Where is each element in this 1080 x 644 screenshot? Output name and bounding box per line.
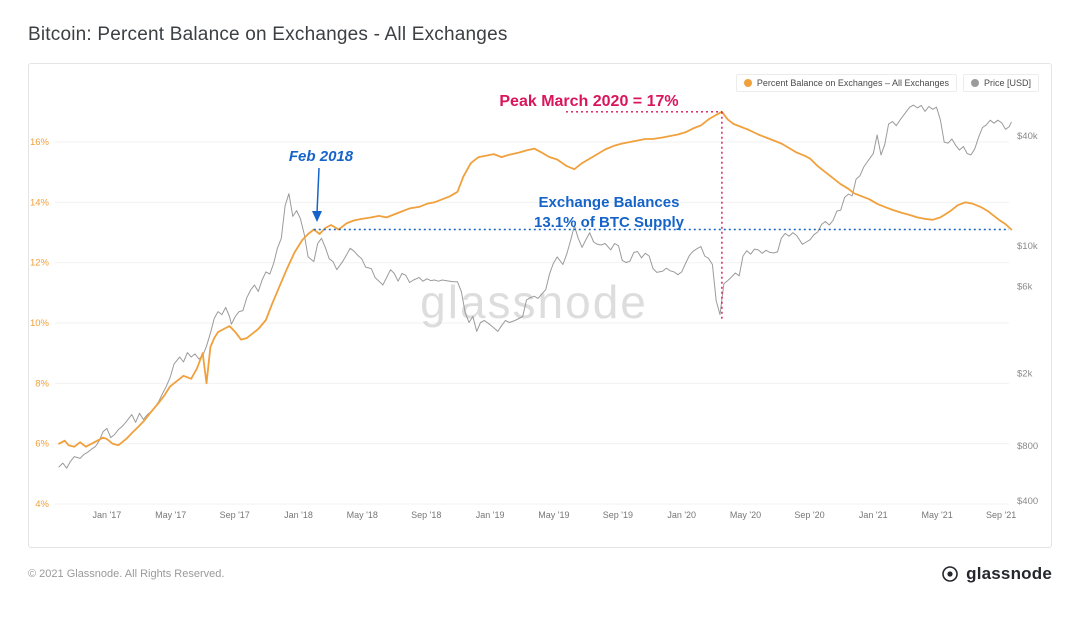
x-tick-label: Jan '18 <box>284 510 313 520</box>
y-right-tick-label: $800 <box>1017 441 1038 452</box>
legend-label-price: Price [USD] <box>983 78 1031 88</box>
x-tick-label: Jan '21 <box>859 510 888 520</box>
y-left-tick-label: 16% <box>30 137 50 148</box>
annotation-feb2018-text: Feb 2018 <box>289 148 354 165</box>
copyright-text: © 2021 Glassnode. All Rights Reserved. <box>28 568 225 580</box>
series-dot-icon <box>970 79 979 87</box>
y-left-tick-label: 12% <box>30 258 50 269</box>
glassnode-logo: glassnode <box>941 564 1052 584</box>
y-right-tick-label: $10k <box>1017 241 1038 252</box>
x-tick-label: Sep '20 <box>794 510 824 520</box>
x-tick-label: Jan '19 <box>476 510 505 520</box>
chart-panel: Percent Balance on Exchanges – All Excha… <box>28 63 1052 548</box>
watermark-text: glassnode <box>420 276 648 328</box>
footer: © 2021 Glassnode. All Rights Reserved. g… <box>28 564 1052 584</box>
y-right-tick-label: $40k <box>1017 131 1038 142</box>
x-tick-label: May '17 <box>155 510 186 520</box>
y-left-tick-label: 6% <box>35 439 49 450</box>
x-tick-label: May '20 <box>730 510 761 520</box>
page-title: Bitcoin: Percent Balance on Exchanges - … <box>28 24 508 45</box>
x-tick-label: Jan '20 <box>667 510 696 520</box>
annotation-peak-text: Peak March 2020 = 17% <box>499 93 678 110</box>
chart-canvas[interactable]: 4%6%8%10%12%14%16%$80k$40k$10k$6k$2k$800… <box>29 64 1051 547</box>
x-tick-label: Sep '18 <box>411 510 441 520</box>
annotation-supply-line2: 13.1% of BTC Supply <box>534 214 685 231</box>
legend-item-percent-balance[interactable]: Percent Balance on Exchanges – All Excha… <box>735 74 957 92</box>
y-left-tick-label: 8% <box>35 378 49 389</box>
legend-item-price[interactable]: Price [USD] <box>962 74 1039 92</box>
x-tick-label: Sep '21 <box>986 510 1016 520</box>
y-left-tick-label: 4% <box>35 499 49 510</box>
glassnode-logo-icon <box>942 566 958 582</box>
chart-legend: Percent Balance on Exchanges – All Excha… <box>735 74 1039 92</box>
feb2018-arrow-line <box>316 167 320 214</box>
price-line <box>58 104 1012 469</box>
x-tick-label: May '18 <box>347 510 378 520</box>
feb2018-arrow-head <box>312 211 322 222</box>
x-tick-label: Jan '17 <box>93 510 122 520</box>
legend-label-percent-balance: Percent Balance on Exchanges – All Excha… <box>756 78 949 88</box>
y-right-tick-label: $6k <box>1017 281 1033 292</box>
y-right-tick-label: $2k <box>1017 368 1033 379</box>
y-right-tick-label: $400 <box>1017 496 1038 507</box>
annotation-supply-line1: Exchange Balances <box>539 194 680 211</box>
y-left-tick-label: 14% <box>30 197 50 208</box>
glassnode-logo-text: glassnode <box>966 564 1052 583</box>
x-tick-label: Sep '19 <box>603 510 633 520</box>
x-tick-label: May '19 <box>538 510 569 520</box>
x-tick-label: May '21 <box>921 510 952 520</box>
y-left-tick-label: 10% <box>30 318 50 329</box>
series-dot-icon <box>743 79 752 87</box>
x-tick-label: Sep '17 <box>220 510 250 520</box>
percent-balance-line <box>58 110 1013 448</box>
